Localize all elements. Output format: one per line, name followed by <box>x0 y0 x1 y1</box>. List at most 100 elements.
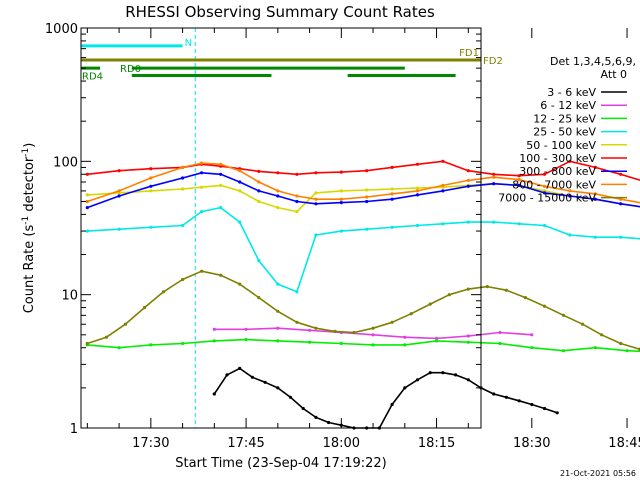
data-point-800-7000-kev-22 <box>619 197 623 201</box>
data-point-6-12-kev-9 <box>498 330 502 335</box>
data-point-300-800-kev-12 <box>365 199 369 204</box>
data-point-300-800-kev-22 <box>619 202 623 206</box>
data-point-25-50-kev-20 <box>568 233 572 237</box>
y-tick-label-1: 1 <box>70 422 78 437</box>
data-point-7000-15000-kev-11 <box>295 320 299 324</box>
y-tick-label-1000: 1000 <box>45 22 78 37</box>
data-point-100-300-kev-18 <box>517 174 521 178</box>
data-point-100-300-kev-20 <box>568 159 572 163</box>
data-point-3-6-kev-7 <box>301 406 305 411</box>
data-point-3-6-kev-27 <box>555 411 559 415</box>
data-point-7000-15000-kev-6 <box>200 269 204 273</box>
data-point-7000-15000-kev-25 <box>561 313 566 317</box>
data-point-7000-15000-kev-15 <box>371 326 375 330</box>
data-point-25-50-kev-22 <box>619 235 623 239</box>
data-point-25-50-kev-12 <box>365 227 369 231</box>
data-point-3-6-kev-6 <box>288 395 293 399</box>
data-point-7000-15000-kev-17 <box>409 312 413 316</box>
data-point-300-800-kev-11 <box>339 201 343 205</box>
legend-header-attenuator: Att 0 <box>601 68 627 81</box>
series-line-100-300-kev <box>87 160 640 181</box>
data-point-800-7000-kev-16 <box>466 178 470 182</box>
data-point-3-6-kev-24 <box>517 399 521 403</box>
data-point-800-7000-kev-11 <box>339 197 343 201</box>
data-point-300-800-kev-7 <box>257 189 261 193</box>
data-point-3-6-kev-3 <box>250 375 254 379</box>
data-point-7000-15000-kev-2 <box>123 322 127 326</box>
data-point-50-100-kev-0 <box>85 193 89 197</box>
flag-label-n: N <box>185 38 192 49</box>
data-point-800-7000-kev-18 <box>517 178 521 182</box>
data-point-50-100-kev-5 <box>219 183 223 187</box>
series-line-3-6-kev <box>213 367 558 429</box>
data-point-25-50-kev-8 <box>276 282 280 286</box>
x-axis: 17:30 17:45 18:00 18:15 18:30 18:45 <box>86 28 640 451</box>
series-line-12-25-kev <box>87 338 640 353</box>
data-point-50-100-kev-3 <box>181 187 185 191</box>
data-point-6-12-kev-7 <box>435 336 439 340</box>
data-point-100-300-kev-12 <box>365 169 369 173</box>
data-point-7000-15000-kev-22 <box>504 288 508 292</box>
data-point-100-300-kev-1 <box>117 169 121 173</box>
plot-frame <box>80 27 482 429</box>
data-point-3-6-kev-25 <box>530 402 534 407</box>
data-point-800-7000-kev-9 <box>295 194 299 198</box>
data-point-12-25-kev-2 <box>149 343 153 347</box>
data-point-100-300-kev-11 <box>339 170 343 174</box>
data-point-7000-15000-kev-8 <box>238 282 242 286</box>
data-point-12-25-kev-14 <box>530 346 534 350</box>
data-point-50-100-kev-11 <box>339 189 343 193</box>
data-point-300-800-kev-21 <box>593 197 597 201</box>
data-point-25-50-kev-11 <box>339 229 343 233</box>
legend-label-25-50-kev: 25 - 50 keV <box>533 126 596 139</box>
data-point-7000-15000-kev-1 <box>104 335 108 339</box>
data-point-300-800-kev-20 <box>568 194 572 198</box>
data-point-800-7000-kev-13 <box>390 192 394 196</box>
data-point-25-50-kev-16 <box>466 220 470 224</box>
data-point-3-6-kev-4 <box>263 380 267 384</box>
data-point-25-50-kev-10 <box>314 233 318 237</box>
data-point-3-6-kev-18 <box>441 371 445 375</box>
data-point-100-300-kev-10 <box>314 171 318 175</box>
legend-label-6-12-kev: 6 - 12 keV <box>540 99 596 112</box>
data-point-300-800-kev-10 <box>314 202 318 206</box>
data-point-100-300-kev-19 <box>542 172 547 176</box>
data-point-300-800-kev-16 <box>466 184 470 188</box>
data-point-25-50-kev-18 <box>517 222 521 226</box>
x-tick-label-18-30: 18:30 <box>513 436 550 451</box>
data-point-800-7000-kev-12 <box>365 195 369 199</box>
data-point-7000-15000-kev-24 <box>542 304 547 308</box>
data-point-25-50-kev-17 <box>492 220 496 224</box>
data-point-6-12-kev-1 <box>244 327 248 331</box>
data-point-25-50-kev-15 <box>441 222 445 226</box>
data-point-7000-15000-kev-12 <box>314 326 318 330</box>
data-point-3-6-kev-9 <box>327 420 331 425</box>
data-point-6-12-kev-5 <box>371 333 375 337</box>
legend-label-800-7000-kev: 800 - 7000 keV <box>512 178 596 191</box>
data-point-100-300-kev-7 <box>257 169 261 173</box>
flag-label-fd1: FD1 <box>459 48 479 59</box>
data-point-6-12-kev-2 <box>276 326 280 330</box>
data-point-7000-15000-kev-18 <box>428 302 432 306</box>
data-point-3-6-kev-20 <box>466 378 470 382</box>
x-tick-label-17-45: 17:45 <box>227 436 264 451</box>
data-point-25-50-kev-0 <box>85 229 89 233</box>
legend-label-100-300-kev: 100 - 300 keV <box>519 152 596 165</box>
series-line-50-100-kev <box>87 182 640 213</box>
chart-title: RHESSI Observing Summary Count Rates <box>125 3 435 21</box>
data-point-100-300-kev-9 <box>295 172 299 176</box>
data-point-800-7000-kev-10 <box>314 197 318 201</box>
data-point-6-12-kev-0 <box>212 327 216 331</box>
data-point-800-7000-kev-0 <box>85 199 89 204</box>
data-point-25-50-kev-7 <box>257 259 261 263</box>
data-point-12-25-kev-12 <box>466 340 470 344</box>
data-point-50-100-kev-13 <box>390 187 394 191</box>
data-point-25-50-kev-6 <box>238 220 242 224</box>
data-point-12-25-kev-6 <box>276 339 280 343</box>
data-point-25-50-kev-1 <box>117 227 121 231</box>
data-point-800-7000-kev-20 <box>568 189 572 193</box>
data-point-3-6-kev-23 <box>504 395 508 399</box>
